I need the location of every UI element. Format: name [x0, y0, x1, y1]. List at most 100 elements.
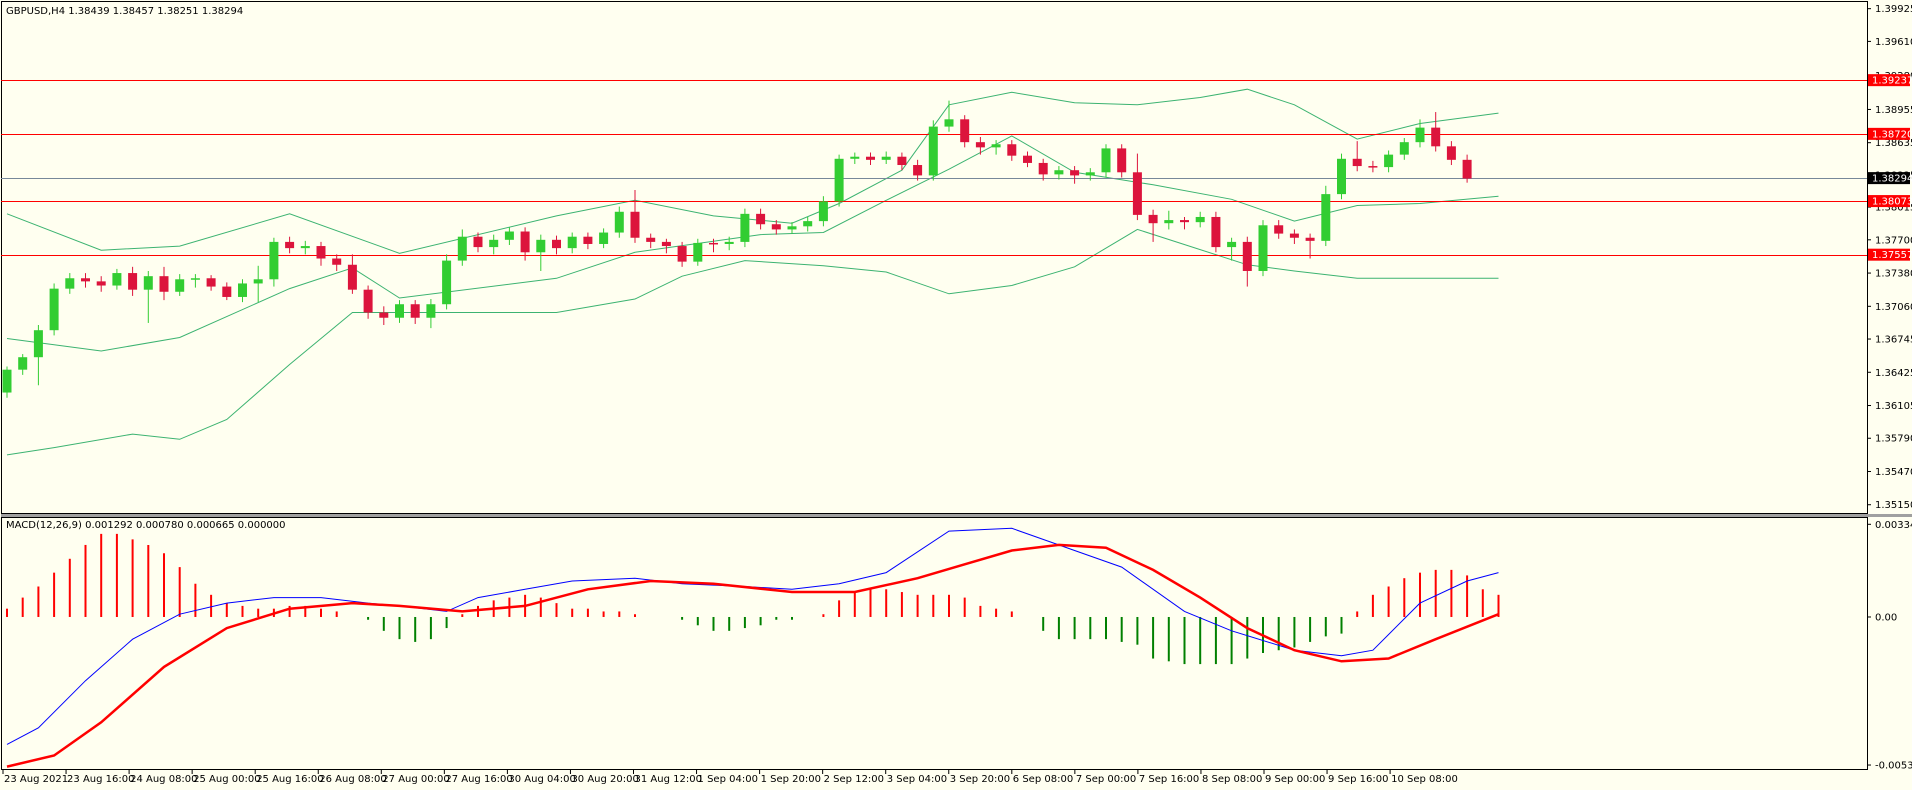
candle-bull — [1258, 225, 1268, 271]
time-tick-label: 27 Aug 16:00 — [445, 774, 512, 785]
candle-bull — [49, 288, 59, 331]
candle-bull — [457, 236, 467, 261]
candle-bear — [1148, 214, 1158, 224]
time-tick-label: 10 Sep 08:00 — [1391, 774, 1458, 785]
candle-bear — [646, 237, 656, 242]
candle-bear — [1038, 162, 1048, 175]
price-tick-label: 1.38635 — [1875, 138, 1912, 149]
candle-bull — [238, 283, 247, 297]
price-axis: 1.399251.396101.392801.389551.386351.383… — [1867, 4, 1912, 511]
candle-bull — [787, 226, 797, 230]
time-tick-label: 26 Aug 08:00 — [319, 774, 386, 785]
time-tick-label: 9 Sep 00:00 — [1265, 774, 1325, 785]
candle-bear — [347, 264, 357, 290]
candle-bear — [363, 289, 373, 313]
time-tick-label: 25 Aug 16:00 — [256, 774, 323, 785]
candle-bull — [489, 239, 499, 248]
time-tick-label: 7 Sep 00:00 — [1076, 774, 1136, 785]
price-tick-label: 1.35790 — [1875, 434, 1912, 445]
level-price-label: 1.38073 — [1872, 197, 1912, 208]
candle-bull — [724, 241, 734, 244]
price-tick-label: 1.38955 — [1875, 105, 1912, 116]
candlesticks — [2, 100, 1472, 398]
candle-bear — [1070, 170, 1080, 176]
candle-bull — [614, 211, 624, 233]
candle-bear — [1132, 172, 1142, 215]
price-tick-label: 1.35150 — [1875, 500, 1912, 511]
candle-bear — [771, 224, 781, 230]
candle-bear — [709, 242, 718, 245]
time-tick-label: 3 Sep 20:00 — [950, 774, 1010, 785]
candle-bull — [112, 273, 122, 286]
candle-bull — [740, 213, 750, 242]
candle-bull — [944, 119, 954, 127]
macd-title: MACD(12,26,9) 0.001292 0.000780 0.000665… — [6, 520, 286, 531]
candle-bull — [143, 276, 153, 290]
candle-bull — [536, 239, 546, 253]
candle-bull — [1384, 154, 1394, 168]
candle-bear — [410, 304, 420, 318]
candle-bull — [881, 156, 891, 160]
price-tick-label: 1.39925 — [1875, 4, 1912, 15]
candle-bear — [583, 236, 593, 244]
main-panel-frame — [1, 1, 1868, 514]
candle-bear — [379, 312, 389, 318]
candle-bear — [1117, 148, 1127, 173]
time-tick-label: 3 Sep 04:00 — [887, 774, 947, 785]
candle-bull — [803, 221, 813, 227]
candle-bull — [1227, 241, 1237, 248]
price-tick-label: 1.38015 — [1875, 203, 1912, 214]
candle-bear — [128, 273, 138, 290]
macd-panel-frame — [1, 517, 1868, 770]
candle-bear — [1462, 159, 1472, 179]
time-tick-label: 6 Sep 08:00 — [1013, 774, 1073, 785]
candle-bull — [33, 330, 43, 358]
candle-bear — [756, 213, 766, 225]
level-price-tag — [1868, 74, 1910, 87]
candle-bull — [1321, 194, 1331, 241]
candle-bull — [504, 231, 514, 240]
candle-bear — [1368, 166, 1378, 168]
candle-bull — [1101, 148, 1111, 173]
candle-bear — [1305, 237, 1315, 241]
candle-bear — [1180, 220, 1189, 223]
candle-bear — [1289, 233, 1299, 238]
candle-bull — [1164, 220, 1174, 224]
bollinger-middle-line — [6, 135, 1499, 352]
time-tick-label: 1 Sep 20:00 — [761, 774, 821, 785]
candle-bear — [913, 165, 923, 176]
candle-bull — [65, 278, 75, 289]
candle-bear — [630, 211, 640, 238]
price-tick-label: 1.35470 — [1875, 467, 1912, 478]
candle-bear — [159, 276, 169, 292]
candle-bull — [190, 278, 200, 280]
level-price-tag — [1868, 248, 1910, 261]
candle-bull — [1085, 172, 1095, 176]
time-tick-label: 9 Sep 16:00 — [1328, 774, 1388, 785]
candle-bear — [1007, 144, 1017, 156]
level-price-label: 1.39237 — [1872, 76, 1912, 87]
level-price-tag — [1868, 195, 1910, 208]
time-tick-label: 24 Aug 08:00 — [130, 774, 197, 785]
candle-bear — [206, 278, 216, 287]
time-tick-label: 31 Aug 12:00 — [635, 774, 702, 785]
candle-bull — [567, 236, 577, 249]
bollinger-lower-line — [6, 228, 1499, 456]
macd-tick-label: -0.005343 — [1875, 761, 1912, 772]
candle-bear — [677, 246, 687, 262]
candle-bear — [222, 286, 232, 297]
candle-bull — [1054, 170, 1064, 175]
candle-bull — [395, 304, 404, 318]
macd-signal-line — [6, 543, 1499, 768]
candle-bull — [175, 279, 185, 292]
time-tick-label: 23 Aug 16:00 — [67, 774, 134, 785]
macd-tick-label: 0.00 — [1875, 612, 1897, 623]
candle-bear — [332, 258, 342, 265]
time-tick-label: 2 Sep 12:00 — [824, 774, 884, 785]
time-tick-label: 23 Aug 2021 — [4, 774, 68, 785]
candle-bull — [442, 260, 452, 305]
time-tick-label: 8 Sep 08:00 — [1202, 774, 1262, 785]
